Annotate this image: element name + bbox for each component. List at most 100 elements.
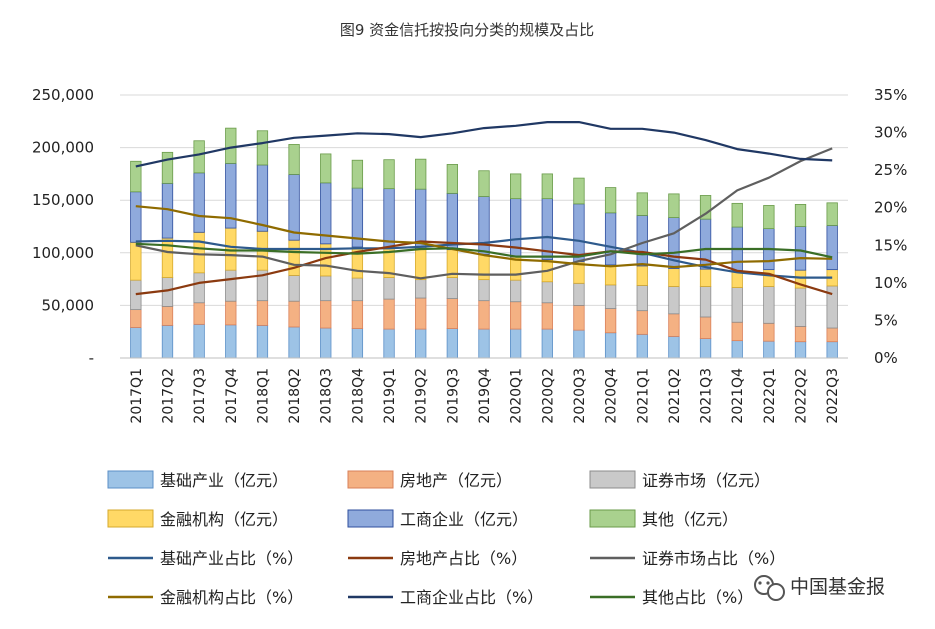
legend-swatch bbox=[347, 509, 394, 528]
bar-segment bbox=[351, 277, 364, 302]
x-tick-label: 2020Q3 bbox=[572, 368, 588, 424]
bar-segment bbox=[763, 322, 775, 342]
bar-segment bbox=[415, 249, 427, 281]
bar-segment bbox=[478, 300, 490, 330]
bar-segment bbox=[794, 341, 807, 359]
bar-segment bbox=[541, 173, 553, 200]
legend-swatch bbox=[107, 470, 154, 489]
bar-segment bbox=[731, 287, 743, 323]
bar-segment bbox=[383, 298, 395, 330]
legend-swatch bbox=[107, 509, 154, 528]
series-line bbox=[135, 147, 833, 280]
y-left-tick-label: 100,000 bbox=[32, 244, 94, 262]
y-right-tick-label: 5% bbox=[874, 311, 898, 329]
bar-segment bbox=[826, 327, 838, 343]
bar-segment bbox=[446, 164, 458, 194]
bar-segment bbox=[193, 172, 205, 233]
x-tick-label: 2020Q4 bbox=[604, 368, 620, 424]
share-lines bbox=[135, 120, 833, 296]
bar-segment bbox=[794, 326, 807, 343]
legend-label: 金融机构占比（%） bbox=[160, 588, 303, 607]
x-tick-label: 2020Q2 bbox=[540, 368, 556, 424]
x-tick-label: 2017Q3 bbox=[192, 368, 208, 424]
bar-segment bbox=[763, 340, 775, 359]
bar-segment bbox=[604, 308, 617, 334]
bar-segment bbox=[256, 164, 269, 232]
x-tick-label: 2018Q4 bbox=[350, 368, 366, 424]
bar-segment bbox=[288, 239, 300, 276]
bar-segment bbox=[288, 275, 300, 302]
bar-segment bbox=[699, 286, 712, 318]
bar-segment bbox=[288, 326, 300, 359]
bar-segment bbox=[731, 340, 743, 359]
legend-label: 金融机构（亿元） bbox=[160, 510, 288, 529]
x-tick-label: 2019Q2 bbox=[414, 368, 430, 424]
bar-segment bbox=[541, 281, 553, 304]
bar-segment bbox=[161, 151, 174, 184]
bar-segment bbox=[320, 300, 332, 329]
x-tick-label: 2018Q3 bbox=[319, 368, 335, 424]
bar-segment bbox=[573, 329, 585, 359]
bar-segment bbox=[351, 159, 364, 189]
watermark: 中国基金报 bbox=[754, 575, 885, 601]
bar-segment bbox=[794, 204, 807, 227]
legend-swatch bbox=[589, 470, 636, 489]
bar-segment bbox=[510, 301, 522, 330]
bar-segment bbox=[573, 203, 585, 263]
y-left-tick-label: - bbox=[89, 349, 94, 367]
bar-segment bbox=[731, 321, 743, 342]
bar-segment bbox=[256, 300, 269, 326]
bar-segment bbox=[320, 153, 332, 184]
x-tick-label: 2018Q2 bbox=[287, 368, 303, 424]
bar-segment bbox=[604, 264, 617, 286]
bar-segment bbox=[636, 215, 648, 267]
bar-segment bbox=[573, 177, 585, 205]
legend-label: 其他（亿元） bbox=[642, 510, 738, 529]
bar-segment bbox=[604, 284, 617, 309]
bar-segment bbox=[668, 286, 680, 315]
bar-segment bbox=[763, 205, 775, 230]
x-tick-label: 2022Q2 bbox=[794, 368, 810, 424]
bar-segment bbox=[541, 302, 553, 330]
y-left-tick-label: 150,000 bbox=[32, 191, 94, 209]
legend-label: 工商企业（亿元） bbox=[400, 510, 528, 529]
x-tick-label: 2018Q1 bbox=[255, 368, 271, 424]
bar-segment bbox=[668, 193, 680, 218]
legend-label: 房地产占比（%） bbox=[400, 549, 527, 568]
bar-segment bbox=[573, 282, 585, 306]
x-tick-label: 2019Q4 bbox=[477, 368, 493, 424]
bar-segment bbox=[256, 130, 269, 166]
bar-segment bbox=[383, 188, 395, 248]
bar-segment bbox=[763, 286, 775, 324]
bar-segment bbox=[510, 279, 522, 303]
legend-swatch bbox=[347, 470, 394, 489]
bar-segment bbox=[161, 277, 174, 307]
bar-segment bbox=[288, 144, 300, 175]
bar-segment bbox=[320, 327, 332, 359]
bar-segment bbox=[668, 336, 680, 359]
bar-segment bbox=[636, 192, 648, 216]
bar-segment bbox=[510, 328, 522, 359]
bar-segment bbox=[826, 341, 838, 359]
legend-label: 证券市场占比（%） bbox=[642, 549, 785, 568]
bar-segment bbox=[763, 269, 775, 287]
x-tick-label: 2020Q1 bbox=[509, 368, 525, 424]
bar-segment bbox=[573, 304, 585, 331]
bar-segment bbox=[636, 285, 648, 312]
bar-segment bbox=[604, 212, 617, 266]
y-left-tick-label: 250,000 bbox=[32, 86, 94, 104]
bar-segment bbox=[130, 191, 142, 243]
bar-segment bbox=[256, 324, 269, 359]
bar-segment bbox=[699, 316, 712, 339]
bar-segment bbox=[415, 158, 427, 190]
bar-segment bbox=[731, 202, 743, 228]
x-tick-label: 2021Q1 bbox=[635, 368, 651, 424]
x-tick-label: 2022Q3 bbox=[825, 368, 841, 424]
x-tick-label: 2017Q4 bbox=[224, 368, 240, 424]
series-line bbox=[135, 120, 833, 168]
bar-segment bbox=[604, 332, 617, 359]
series-line bbox=[135, 205, 833, 269]
bar-segment bbox=[826, 202, 838, 226]
bar-segment bbox=[604, 187, 617, 214]
